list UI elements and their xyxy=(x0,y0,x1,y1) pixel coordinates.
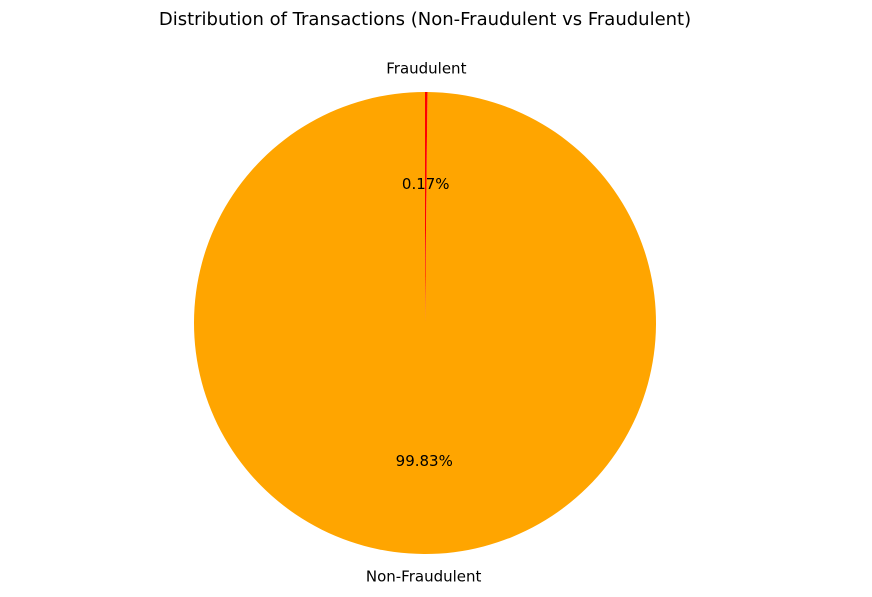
pie-slices xyxy=(194,92,657,555)
slice-label-non-fraudulent: Non-Fraudulent xyxy=(366,568,482,586)
slice-label-fraudulent: Fraudulent xyxy=(386,59,466,77)
chart-title: Distribution of Transactions (Non-Fraudu… xyxy=(159,9,691,30)
pie-slice-non-fraudulent xyxy=(194,92,657,555)
slice-percent-fraudulent: 0.17% xyxy=(402,175,450,193)
pie-slice-fraudulent xyxy=(425,92,428,323)
slice-percent-non-fraudulent: 99.83% xyxy=(396,452,453,470)
pie-labels: Non-Fraudulent 99.83% Fraudulent 0.17% xyxy=(366,59,482,585)
